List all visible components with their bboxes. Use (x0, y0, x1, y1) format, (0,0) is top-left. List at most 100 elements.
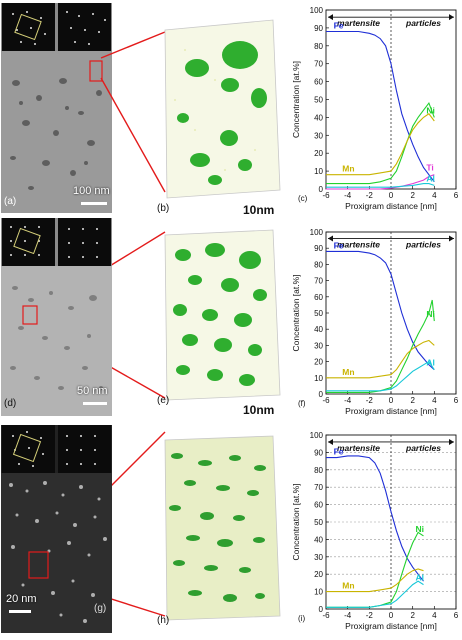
x-tick-label: 0 (389, 396, 394, 405)
y-axis-label: Concentration [at.%] (291, 274, 301, 351)
y-tick-label: 70 (314, 277, 323, 286)
scale-label-b: 10nm (243, 203, 275, 217)
x-tick-label: -2 (366, 191, 374, 200)
tem-selection-box-a (89, 60, 103, 82)
y-tick-label: 30 (314, 131, 323, 140)
y-tick-label: 100 (310, 431, 324, 440)
scale-label-g: 20 nm (6, 593, 37, 605)
panel-label-d: (d) (4, 398, 17, 409)
y-tick-label: 60 (314, 78, 323, 87)
x-tick-label: 6 (454, 396, 459, 405)
panel-label-g: (g) (94, 603, 107, 614)
y-tick-label: 70 (314, 483, 323, 492)
y-tick-label: 70 (314, 60, 323, 69)
y-tick-label: 0 (319, 390, 324, 399)
chart-f: 0 10 20 30 40 50 60 70 80 90 100 -6 -4 -2 0 2 4 6 Proxigra… (290, 222, 462, 420)
series-line-ni (326, 101, 435, 185)
series-label-mn: Mn (342, 164, 354, 174)
x-tick-label: 2 (410, 396, 415, 405)
series-label-fe: Fe (334, 20, 344, 30)
panel-label: (f) (298, 399, 306, 408)
x-tick-label: 0 (389, 611, 394, 620)
series-line-ni (326, 299, 435, 393)
x-tick-label: 2 (410, 611, 415, 620)
y-tick-label: 20 (314, 570, 323, 579)
y-tick-label: 40 (314, 325, 323, 334)
x-tick-label: -4 (344, 611, 352, 620)
proxigram-chart-f: 0 10 20 30 40 50 60 70 80 90 100 -6 -4 -2 0 2 4 6 Proxigra… (291, 228, 459, 416)
y-tick-label: 0 (319, 185, 324, 194)
diffraction-pattern-d1 (2, 218, 55, 266)
scale-bar-g (9, 610, 31, 613)
x-tick-label: 0 (389, 191, 394, 200)
series-line-mn (326, 339, 435, 379)
chart-c: 0 10 20 30 40 50 60 70 80 90 100 -6 -4 -2 0 2 4 6 Proxigra… (290, 0, 462, 215)
tem-image-a: (a) 100 nm (1, 3, 112, 213)
y-tick-label: 50 (314, 518, 323, 527)
apt-reconstruction-b: (b) 10nm (155, 10, 290, 217)
y-tick-label: 60 (314, 293, 323, 302)
panel-label-h: (h) (157, 615, 170, 626)
diffraction-pattern-g2 (58, 425, 111, 473)
apt-reconstruction-h: (h) (155, 428, 290, 633)
region-label-particles: particles (405, 18, 441, 28)
series-label-fe: Fe (334, 447, 344, 457)
x-tick-label: 6 (454, 191, 459, 200)
panel-label: (c) (298, 194, 308, 203)
x-tick-label: -6 (322, 396, 330, 405)
tem-selection-box-d (22, 305, 38, 325)
series-label-ni: Ni (426, 309, 435, 319)
series-label-ti: Ti (426, 163, 433, 173)
reconstruction-volume-h (164, 435, 281, 621)
x-axis-label: Proxigram distance [nm] (345, 201, 437, 211)
region-label-martensite: martensite (337, 18, 380, 28)
region-label-martensite: martensite (337, 239, 380, 249)
x-tick-label: -6 (322, 191, 330, 200)
x-tick-label: 4 (432, 191, 437, 200)
y-tick-label: 10 (314, 167, 323, 176)
diffraction-pattern-a1 (2, 3, 55, 51)
y-tick-label: 100 (310, 228, 324, 237)
series-label-al: Al (426, 173, 435, 183)
y-tick-label: 60 (314, 501, 323, 510)
x-tick-label: -4 (344, 191, 352, 200)
tem-image-d: (d) 50 nm (1, 218, 112, 416)
y-tick-label: 90 (314, 244, 323, 253)
scale-bar-d (83, 402, 107, 405)
y-tick-label: 10 (314, 374, 323, 383)
region-arrow-head-right (449, 438, 454, 445)
series-label-mn: Mn (342, 367, 354, 377)
region-label-particles: particles (405, 239, 441, 249)
x-tick-label: 4 (432, 396, 437, 405)
series-line-al (326, 183, 435, 188)
series-line-al (326, 360, 435, 392)
diffraction-pattern-a2 (58, 3, 111, 51)
series-line-fe (326, 455, 424, 582)
series-label-al: Al (426, 358, 435, 368)
x-axis-label: Proxigram distance [nm] (345, 406, 437, 416)
series-label-ni: Ni (416, 524, 425, 534)
diffraction-pattern-g1 (2, 425, 55, 473)
x-tick-label: 6 (454, 611, 459, 620)
y-tick-label: 90 (314, 24, 323, 33)
y-tick-label: 40 (314, 535, 323, 544)
region-arrow-head-right (449, 14, 454, 21)
region-arrow-head-left (328, 14, 333, 21)
y-tick-label: 100 (310, 6, 324, 15)
series-label-al: Al (416, 573, 425, 583)
x-tick-label: -2 (366, 611, 374, 620)
y-tick-label: 0 (319, 605, 324, 614)
panel-label-e: (e) (157, 395, 170, 406)
y-tick-label: 80 (314, 260, 323, 269)
y-tick-label: 40 (314, 113, 323, 122)
reconstruction-volume-e (164, 229, 281, 401)
region-arrow-head-right (449, 235, 454, 242)
scale-label-a: 100 nm (73, 185, 110, 197)
x-tick-label: -4 (344, 396, 352, 405)
panel-label-b: (b) (157, 203, 170, 214)
scale-bar-a (81, 202, 107, 205)
series-label-ni: Ni (426, 105, 435, 115)
series-label-fe: Fe (334, 240, 344, 250)
x-tick-label: -6 (322, 611, 330, 620)
series-line-al (326, 580, 424, 608)
